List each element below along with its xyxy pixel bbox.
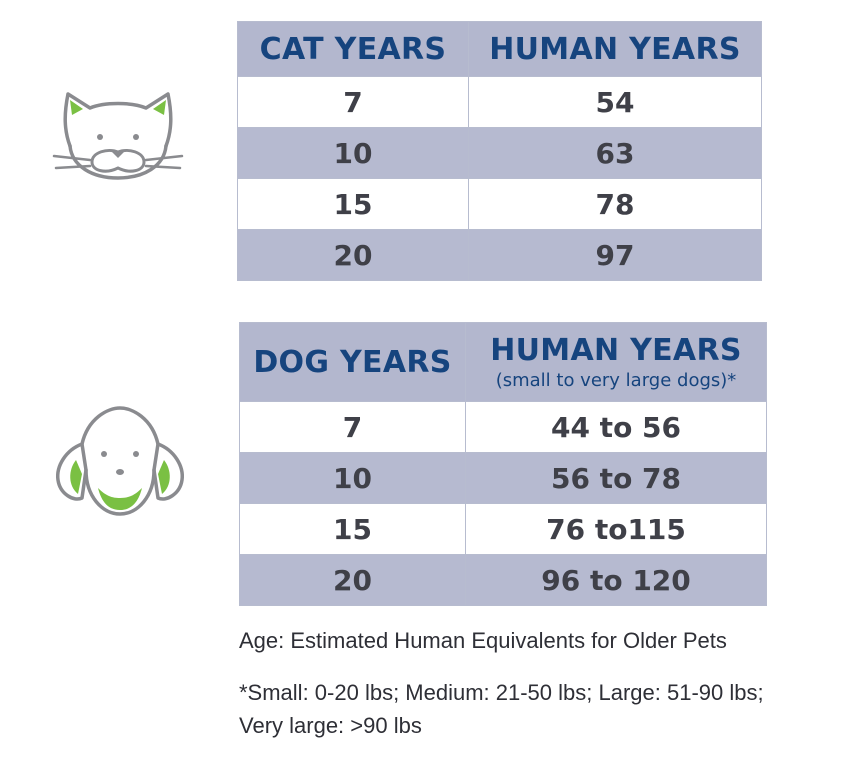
table-row: 20 97	[237, 229, 762, 281]
table-row: 10 63	[237, 127, 762, 179]
table-row: 7 54	[237, 76, 762, 128]
column-header-title: HUMAN YEARS	[490, 333, 742, 368]
column-header-note: (small to very large dogs)*	[495, 370, 737, 391]
table-cell: 20	[239, 554, 466, 606]
table-cell: 10	[237, 127, 469, 179]
column-header-human-years: HUMAN YEARS (small to very large dogs)*	[465, 322, 767, 402]
table-cell: 10	[239, 452, 466, 504]
cat-face-icon	[52, 82, 184, 186]
table-cell: 15	[237, 178, 469, 230]
table-cell: 96 to 120	[465, 554, 767, 606]
table-caption: Age: Estimated Human Equivalents for Old…	[239, 628, 727, 653]
cat-years-table: CAT YEARS HUMAN YEARS 7 54 10 63 15 78 2…	[237, 21, 762, 281]
column-header-cat-years: CAT YEARS	[237, 21, 469, 77]
table-row: 10 56 to 78	[239, 452, 767, 504]
table-row: 15 76 to115	[239, 503, 767, 555]
table-cell: 7	[239, 401, 466, 453]
table-header-row: CAT YEARS HUMAN YEARS	[237, 21, 762, 77]
table-cell: 97	[468, 229, 762, 281]
table-cell: 7	[237, 76, 469, 128]
column-header-human-years: HUMAN YEARS	[468, 21, 762, 77]
table-header-row: DOG YEARS HUMAN YEARS (small to very lar…	[239, 322, 767, 402]
table-cell: 15	[239, 503, 466, 555]
table-row: 7 44 to 56	[239, 401, 767, 453]
dog-years-table: DOG YEARS HUMAN YEARS (small to very lar…	[239, 322, 767, 606]
table-row: 15 78	[237, 178, 762, 230]
size-footnote: *Small: 0-20 lbs; Medium: 21-50 lbs; Lar…	[239, 680, 764, 738]
table-cell: 56 to 78	[465, 452, 767, 504]
table-cell: 76 to115	[465, 503, 767, 555]
table-cell: 54	[468, 76, 762, 128]
table-cell: 20	[237, 229, 469, 281]
dog-face-icon	[52, 404, 188, 520]
table-row: 20 96 to 120	[239, 554, 767, 606]
table-cell: 78	[468, 178, 762, 230]
column-header-dog-years: DOG YEARS	[239, 322, 466, 402]
table-cell: 63	[468, 127, 762, 179]
table-cell: 44 to 56	[465, 401, 767, 453]
